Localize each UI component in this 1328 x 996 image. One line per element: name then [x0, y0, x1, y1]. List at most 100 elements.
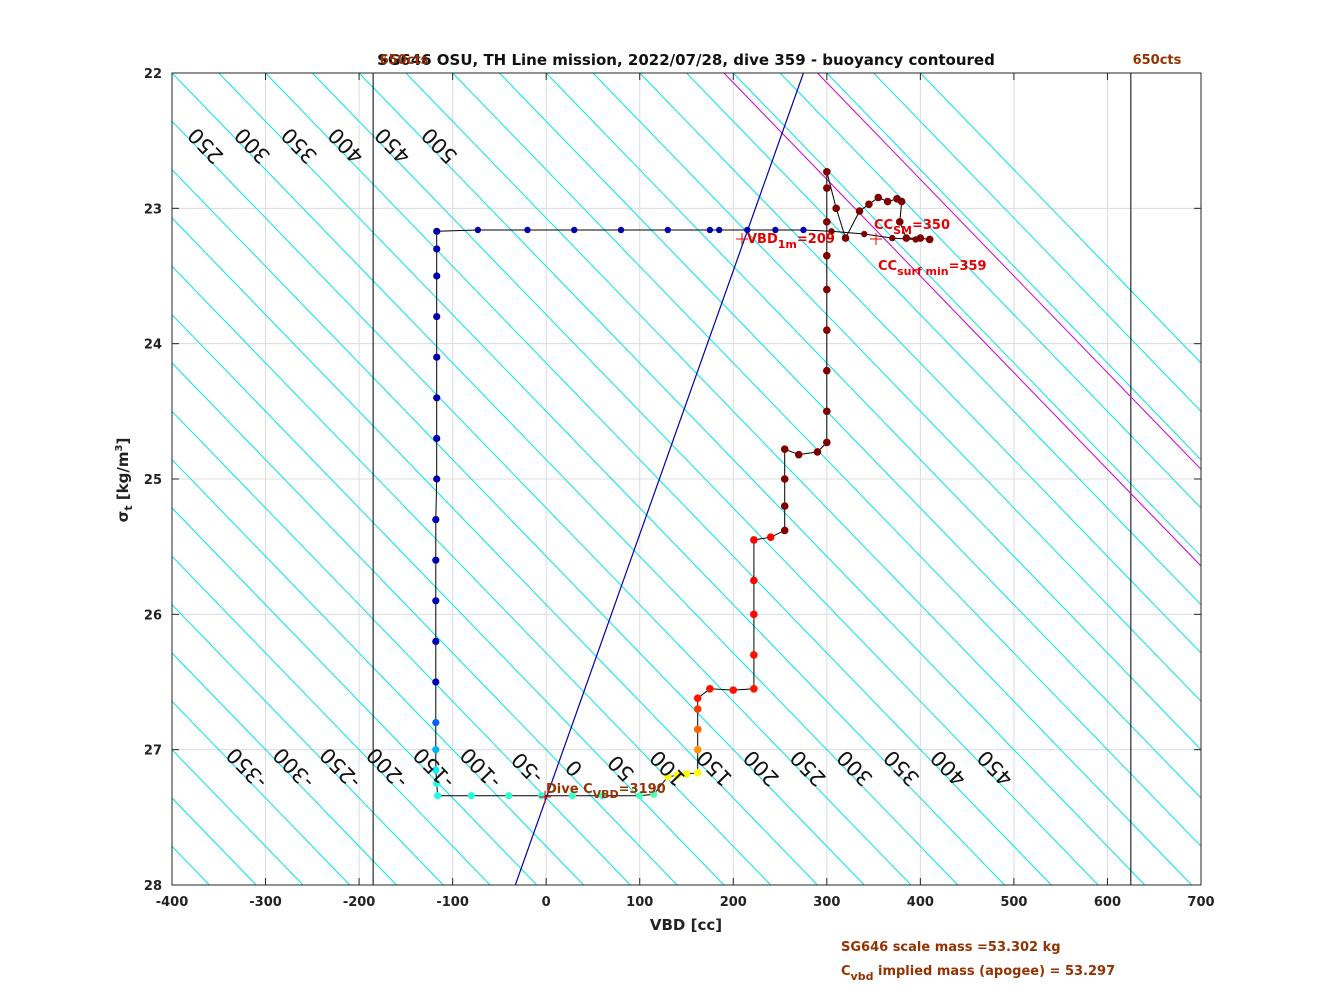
dive-point: [432, 746, 440, 754]
dive-point: [432, 516, 440, 524]
contour-line: [779, 73, 1201, 509]
dive-point: [433, 272, 441, 280]
dive-point: [433, 353, 441, 361]
x-tick-label: 0: [542, 895, 551, 910]
x-tick-label: 600: [1094, 895, 1121, 910]
surface-point: [617, 226, 625, 234]
y-tick-label: 25: [144, 473, 162, 488]
contour-label-top: 500: [417, 123, 462, 169]
contour-line: [0, 73, 163, 885]
x-tick-label: -400: [156, 895, 189, 910]
surface-point: [744, 226, 751, 234]
contour-label-bottom: -50: [507, 747, 548, 788]
dive-point: [433, 313, 441, 321]
dive-point: [433, 394, 441, 402]
contour-line: [592, 73, 1201, 703]
climb-point: [693, 725, 702, 734]
surface-point: [706, 226, 714, 234]
dive-point: [568, 792, 576, 800]
surface-point: [716, 226, 723, 234]
y-axis-label: σt [kg/m3]: [114, 438, 135, 523]
surface-point: [524, 226, 531, 234]
climb-point: [750, 684, 758, 693]
vbd-min-limit-label: 650cts: [380, 53, 429, 68]
dive-point: [505, 792, 513, 800]
dive-point: [432, 556, 440, 564]
x-tick-label: -300: [249, 895, 282, 910]
contour-label-bottom: 350: [879, 745, 924, 791]
climb-point: [855, 207, 864, 215]
climb-point: [750, 536, 758, 544]
climb-point: [766, 533, 775, 541]
contour-line: [499, 73, 1201, 799]
surface-point: [433, 228, 440, 235]
climb-point: [897, 197, 906, 206]
climb-point: [750, 651, 758, 659]
climb-point: [823, 184, 831, 192]
dive-c-vbd-annotation: Dive CVBD=3190: [546, 782, 666, 801]
climb-point: [693, 768, 702, 777]
climb-point: [706, 684, 714, 693]
contour-line: [265, 73, 1052, 885]
cc-sm-marker: [870, 233, 882, 245]
contour-line: [172, 410, 631, 885]
climb-point: [925, 235, 934, 244]
dive-point: [598, 792, 606, 800]
x-tick-label: 200: [720, 895, 747, 910]
contour-line: [0, 73, 69, 885]
contour-label-bottom: 400: [926, 745, 971, 791]
dive-c-marker: [539, 791, 551, 803]
climb-point: [663, 772, 672, 781]
surface-point: [474, 226, 482, 234]
dive-point: [433, 245, 441, 253]
x-tick-label: 100: [626, 895, 653, 910]
climb-point: [693, 705, 702, 713]
contour-label-bottom: -300: [268, 743, 318, 794]
climb-point: [823, 438, 831, 447]
y-tick-label: 23: [144, 202, 162, 217]
contour-label-bottom: -100: [456, 743, 506, 794]
dive-point: [434, 792, 442, 800]
contour-line: [873, 73, 1201, 413]
surface-point: [664, 226, 671, 234]
contour-line: [0, 73, 116, 885]
climb-point: [823, 218, 831, 226]
scale-mass-note: SG646 scale mass =53.302 kg: [841, 940, 1061, 955]
contour-label-top: 250: [183, 123, 228, 169]
climb-point: [895, 218, 904, 226]
climb-point: [750, 576, 758, 585]
climb-point: [750, 610, 758, 619]
x-tick-label: -100: [436, 895, 469, 910]
contour-line: [172, 555, 491, 885]
contour-label-bottom: -250: [315, 743, 365, 794]
dive-point: [433, 434, 441, 442]
climb-point: [865, 200, 873, 209]
dive-point: [467, 792, 475, 800]
vbd-max-limit-label: 650cts: [1133, 53, 1182, 68]
climb-point: [682, 770, 691, 778]
buoyancy-contours: [0, 73, 1201, 885]
contour-line: [172, 120, 912, 885]
contour-label-bottom: 0: [561, 755, 588, 781]
contour-line: [172, 507, 538, 885]
dive-point: [432, 637, 440, 646]
climb-point: [729, 686, 738, 694]
climb-point: [883, 197, 892, 206]
climb-point: [823, 285, 831, 294]
cc-surf-min-annotation: CCsurf min=359: [878, 259, 987, 278]
chart-title: SG646 OSU, TH Line mission, 2022/07/28, …: [377, 51, 995, 69]
contour-label-bottom: -200: [362, 743, 412, 794]
annotations: VBD1m=209 CCSM=350 CCsurf min=359 Dive C…: [539, 218, 987, 803]
cc-sm-annotation: CCSM=350: [874, 218, 950, 237]
contour-line: [405, 73, 1193, 885]
contour-line: [732, 73, 1201, 558]
dive-point: [432, 678, 440, 686]
contour-label-bottom: 300: [832, 745, 877, 791]
dive-point: [432, 719, 440, 727]
contour-line: [311, 73, 1099, 885]
vbd-1m-annotation: VBD1m=209: [747, 232, 835, 251]
dive-point: [650, 790, 658, 798]
surface-point: [571, 226, 578, 234]
climb-point: [902, 234, 911, 242]
